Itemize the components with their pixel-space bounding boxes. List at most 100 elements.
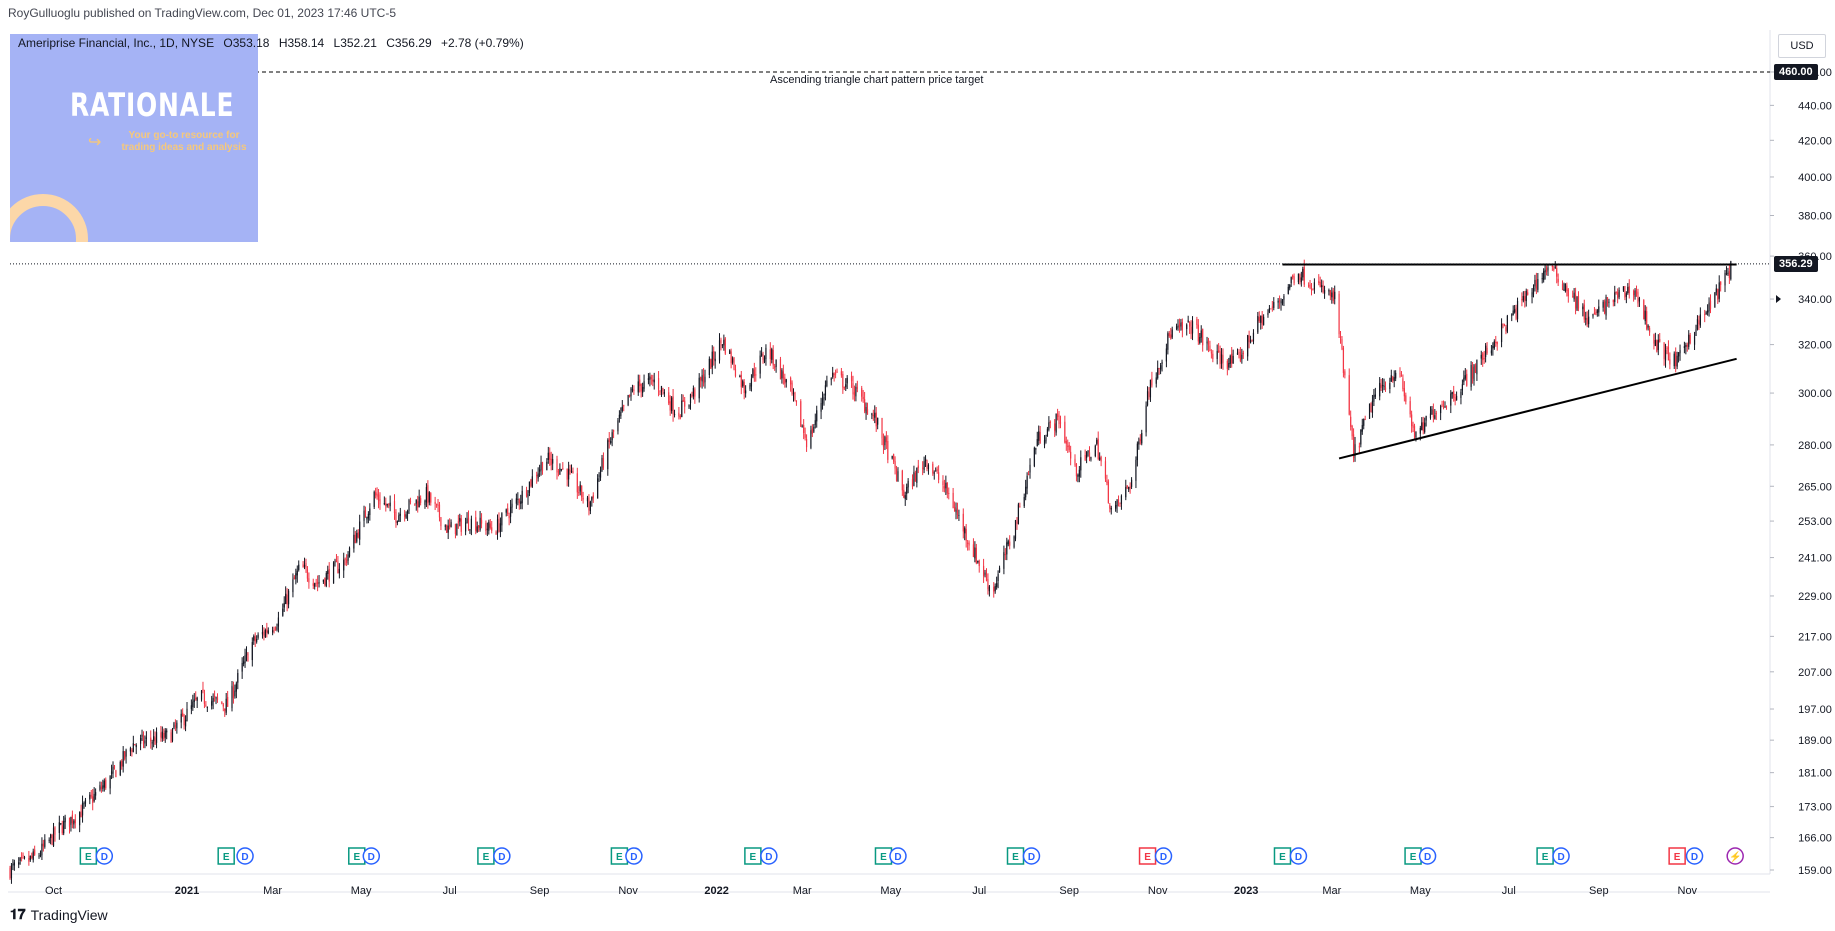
candle-body	[1666, 348, 1668, 350]
candle-body	[1582, 306, 1584, 310]
candle-body	[163, 733, 165, 740]
candle-body	[1106, 480, 1108, 483]
candle-body	[1444, 406, 1446, 408]
candle-body	[643, 381, 645, 389]
price-tick-label: 280.00	[1798, 440, 1832, 452]
candle-body	[906, 486, 908, 494]
candle-body	[1342, 348, 1345, 373]
candle-body	[1412, 425, 1414, 428]
candle-body	[1135, 459, 1137, 481]
candle-body	[1596, 310, 1598, 314]
candle-body	[813, 426, 815, 432]
candle-body	[562, 468, 564, 470]
candle-body	[272, 630, 274, 633]
candle-body	[1180, 322, 1182, 327]
candle-body	[196, 697, 198, 701]
candle-body	[745, 390, 747, 394]
candle-body	[417, 501, 419, 508]
time-tick-label: Nov	[1148, 885, 1168, 897]
candle-body	[48, 839, 50, 841]
candle-body	[1612, 299, 1614, 303]
candle-body	[578, 492, 580, 494]
candle-body	[306, 569, 309, 579]
candle-body	[1300, 277, 1302, 283]
candle-body	[74, 819, 76, 824]
candle-body	[63, 821, 65, 834]
candle-body	[1434, 415, 1436, 419]
candle-body	[1547, 267, 1549, 271]
candle-body	[1696, 319, 1699, 330]
price-tick-label: 440.00	[1798, 100, 1832, 112]
candle-body	[182, 712, 184, 717]
candle-body	[277, 617, 280, 627]
candle-body	[1109, 505, 1111, 509]
candle-body	[1561, 284, 1564, 290]
candle-body	[877, 417, 879, 425]
candle-body	[1175, 326, 1178, 330]
candle-body	[1126, 485, 1128, 488]
candle-body	[170, 732, 172, 743]
candle-body	[576, 473, 578, 493]
candle-body	[1226, 361, 1228, 369]
candle-body	[1638, 297, 1641, 302]
candle-body	[1138, 441, 1140, 445]
candle-body	[538, 469, 541, 472]
footer-brand[interactable]: 𝟏𝟕 TradingView	[10, 906, 108, 923]
event-marker-label: E	[616, 852, 623, 863]
candle-body	[1492, 346, 1494, 349]
candle-body	[657, 378, 660, 390]
candle-body	[1715, 288, 1717, 293]
candle-body	[509, 506, 512, 517]
candle-body	[733, 357, 735, 370]
dividend-marker-icon	[1418, 847, 1437, 865]
candle-body	[405, 514, 407, 519]
candle-body	[1673, 353, 1675, 367]
candle-body	[579, 484, 581, 492]
candle-body	[1331, 292, 1333, 298]
candle-body	[987, 579, 989, 590]
candle-body	[885, 437, 887, 443]
time-axis[interactable]: Oct 2021 Mar May Jul Sep Nov 2022 Mar May Jul Sep No…	[45, 885, 1698, 897]
candle-body	[684, 400, 686, 407]
candle-body	[866, 409, 869, 415]
legend-high: H358.14	[278, 36, 325, 50]
candle-body	[1429, 413, 1432, 419]
candle-body	[833, 373, 835, 376]
candle-body	[832, 372, 834, 378]
candle-body	[58, 822, 60, 833]
legend-symbol[interactable]: Ameriprise Financial, Inc., 1D, NYSE	[18, 36, 215, 50]
candle-body	[852, 383, 854, 395]
candle-body	[640, 384, 642, 392]
sun-arc-icon	[10, 194, 88, 242]
candle-body	[682, 399, 684, 402]
candle-body	[1161, 361, 1163, 364]
candle-body	[642, 387, 644, 393]
candle-body	[865, 407, 867, 414]
candle-body	[834, 373, 837, 375]
candle-body	[176, 722, 178, 729]
candle-body	[1348, 375, 1350, 415]
candle-body	[1202, 328, 1204, 346]
price-axis[interactable]: 460.00440.00420.00400.00380.00360.00340.…	[1770, 67, 1832, 877]
candle-body	[1512, 310, 1514, 315]
candle-body	[650, 377, 652, 379]
candle-body	[1158, 367, 1160, 369]
candle-body	[1358, 446, 1360, 448]
candle-body	[1248, 335, 1250, 343]
candle-body	[396, 521, 399, 523]
candle-body	[348, 547, 351, 557]
candle-body	[785, 379, 787, 383]
candle-body	[302, 564, 304, 568]
candle-body	[997, 574, 999, 581]
candle-body	[1145, 405, 1147, 433]
symbol-legend[interactable]: Ameriprise Financial, Inc., 1D, NYSE O35…	[18, 36, 530, 50]
candle-body	[607, 440, 609, 470]
candle-body	[1307, 285, 1310, 287]
currency-button[interactable]: USD	[1778, 34, 1826, 58]
dividend-marker-icon	[1289, 847, 1308, 865]
earnings-marker-icon	[79, 847, 98, 865]
candle-body	[1014, 520, 1017, 539]
candle-body	[729, 350, 731, 354]
candle-body	[903, 489, 905, 498]
